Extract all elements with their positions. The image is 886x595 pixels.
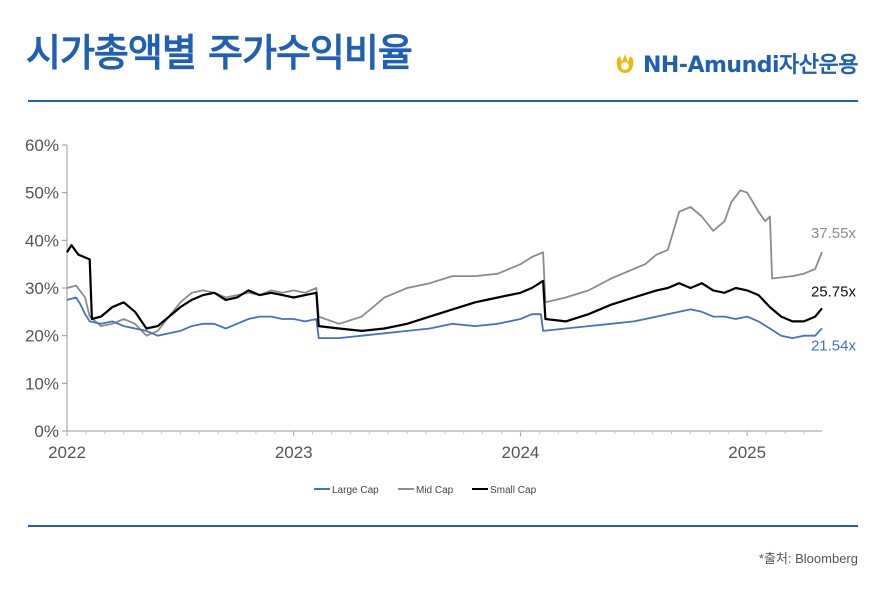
brand-logo: NH-Amundi자산운용 <box>613 46 858 80</box>
y-tick-label: 40% <box>25 231 59 250</box>
y-tick-label: 30% <box>25 279 59 298</box>
nh-logo-icon <box>616 54 634 73</box>
legend-label: Mid Cap <box>416 485 454 496</box>
x-tick-label: 2022 <box>48 443 86 462</box>
source-note: *출처: Bloomberg <box>758 551 858 566</box>
chart-axes: 0% 10% 20% 30% 40% 50% 60% 2022 2023 2024 2025 <box>25 136 822 462</box>
x-tick-label: 2025 <box>728 443 766 462</box>
x-tick-label: 2024 <box>502 443 540 462</box>
end-label-mid-cap: 37.55x <box>811 225 857 242</box>
y-tick-label: 60% <box>25 136 59 155</box>
y-tick-label: 20% <box>25 327 59 346</box>
chart-legend: Large Cap Mid Cap Small Cap <box>314 485 537 496</box>
series-line-small-cap <box>66 244 823 332</box>
y-tick-label: 10% <box>25 374 59 393</box>
legend-label: Small Cap <box>490 485 537 496</box>
end-label-large-cap: 21.54x <box>811 337 857 354</box>
logo-text: NH-Amundi자산운용 <box>643 53 858 78</box>
pe-ratio-chart: 0% 10% 20% 30% 40% 50% 60% 2022 2023 2024 2025 21.… <box>25 136 857 496</box>
y-tick-label: 0% <box>34 422 59 441</box>
page-title: 시가총액별 주가수익비율 <box>26 31 413 75</box>
x-tick-label: 2023 <box>275 443 313 462</box>
header-divider <box>28 100 858 102</box>
chart-end-labels: 21.54x 37.55x 25.75x <box>811 225 857 354</box>
end-label-small-cap: 25.75x <box>811 283 857 300</box>
footer-divider <box>28 525 858 527</box>
y-tick-label: 50% <box>25 184 59 203</box>
legend-label: Large Cap <box>332 485 379 496</box>
chart-series <box>66 189 823 339</box>
series-line-large-cap <box>66 296 823 339</box>
